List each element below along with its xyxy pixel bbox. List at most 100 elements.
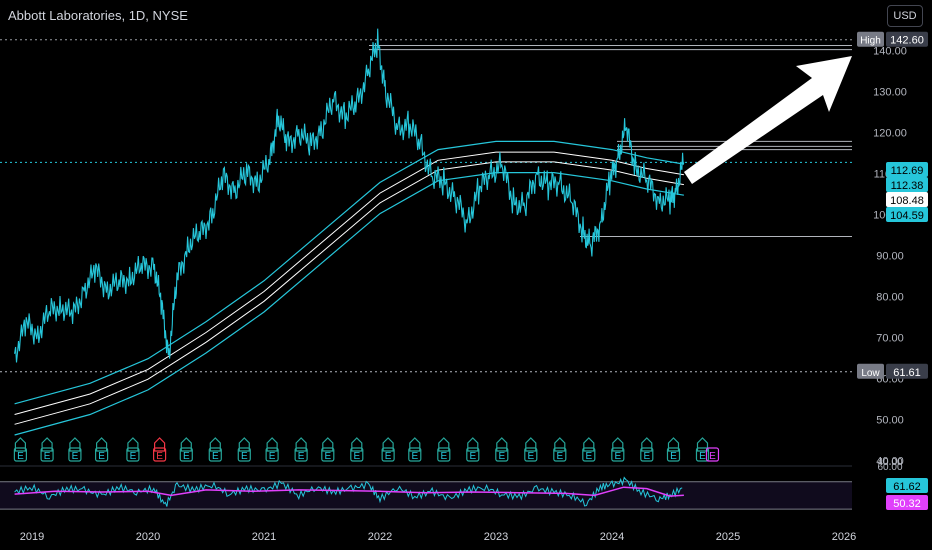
- y-tick-label: 50.00: [876, 414, 904, 426]
- earnings-marker-label: E: [527, 451, 534, 462]
- y-tick-label: 140.00: [873, 45, 907, 57]
- earnings-marker-label: E: [643, 451, 650, 462]
- earnings-marker-top: [69, 437, 81, 452]
- earnings-marker: [495, 447, 509, 462]
- earnings-marker-top: [266, 437, 278, 452]
- x-tick-label: 2025: [716, 531, 740, 543]
- earnings-marker-label: E: [498, 451, 505, 462]
- earnings-marker: [265, 447, 279, 462]
- earnings-marker-label: E: [156, 451, 163, 462]
- price-label: 112.69: [891, 165, 924, 177]
- x-tick-label: 2023: [484, 531, 508, 543]
- earnings-marker-next: [705, 447, 720, 462]
- level-value-bg: [886, 31, 928, 47]
- earnings-marker-top: [583, 437, 595, 452]
- earnings-marker: [695, 447, 710, 462]
- earnings-marker-top: [467, 437, 479, 452]
- earnings-marker-top: [382, 437, 394, 452]
- earnings-marker-top: [438, 437, 450, 452]
- earnings-marker-top: [41, 437, 53, 452]
- level-tag-bg: [857, 31, 884, 47]
- y-tick-label: 80.00: [876, 291, 904, 303]
- earnings-marker-label: E: [469, 451, 476, 462]
- earnings-marker: [553, 447, 567, 462]
- earnings-marker: [208, 447, 222, 462]
- earnings-marker-top: [238, 437, 250, 452]
- y-tick-label: 130.00: [873, 86, 907, 98]
- earnings-marker-top: [96, 437, 108, 452]
- annotation-arrow: [684, 56, 852, 184]
- earnings-marker-label: E: [411, 451, 418, 462]
- earnings-marker: [94, 447, 109, 462]
- price-label: 108.48: [890, 195, 924, 207]
- ma-center-line-a: [14, 151, 684, 415]
- earnings-marker-label: E: [98, 451, 105, 462]
- earnings-marker-label: E: [183, 451, 190, 462]
- x-tick-label: 2022: [368, 531, 392, 543]
- earnings-marker: [68, 447, 82, 462]
- earnings-marker-label: E: [440, 451, 447, 462]
- earnings-marker-label-next: E: [709, 451, 716, 462]
- earnings-marker: [350, 447, 364, 462]
- earnings-marker: [126, 447, 140, 462]
- rsi-ma-line: [14, 486, 684, 497]
- earnings-marker: [40, 447, 54, 462]
- chart-title: Abbott Laboratories, 1D, NYSE: [8, 8, 188, 23]
- price-line: [14, 28, 685, 363]
- currency-button[interactable]: USD: [887, 5, 923, 27]
- earnings-marker-label: E: [130, 451, 137, 462]
- x-tick-label: 2026: [832, 531, 856, 543]
- rsi-tick-label: 60.00: [877, 462, 902, 473]
- earnings-marker-label: E: [44, 451, 51, 462]
- earnings-marker: [294, 447, 308, 462]
- earnings-marker-top: [496, 437, 508, 452]
- price-label-bg: [886, 207, 928, 222]
- earnings-marker-top: [554, 437, 566, 452]
- earnings-marker-label: E: [324, 451, 331, 462]
- y-tick-label: 40.00: [876, 455, 904, 467]
- level-value-label: 142.60: [890, 35, 924, 47]
- earnings-marker-top: [322, 437, 334, 452]
- rsi-label-bg: [886, 478, 928, 493]
- x-tick-label: 2024: [600, 531, 624, 543]
- earnings-marker: [321, 447, 335, 462]
- earnings-marker: [666, 447, 681, 462]
- y-tick-label: 70.00: [876, 332, 904, 344]
- level-tag-label: High: [860, 36, 881, 47]
- rsi-label-bg: [886, 495, 928, 510]
- earnings-marker-top: [525, 437, 537, 452]
- earnings-marker: [582, 447, 596, 462]
- earnings-marker: [179, 447, 193, 462]
- price-label-bg: [886, 177, 928, 192]
- earnings-marker-label: E: [241, 451, 248, 462]
- earnings-marker-label: E: [298, 451, 305, 462]
- earnings-marker-top: [696, 437, 709, 452]
- x-tick-label: 2021: [252, 531, 276, 543]
- price-label-bg: [886, 192, 928, 207]
- earnings-marker: [153, 447, 167, 462]
- ma-upper-band: [14, 140, 685, 405]
- y-tick-label: 90.00: [876, 250, 904, 262]
- earnings-marker-top: [667, 437, 680, 452]
- level-value-label: 61.61: [893, 367, 921, 379]
- x-tick-label: 2019: [20, 531, 44, 543]
- earnings-marker-top: [351, 437, 363, 452]
- earnings-marker: [437, 447, 451, 462]
- earnings-marker-label: E: [17, 451, 24, 462]
- y-tick-label: 120.00: [873, 127, 907, 139]
- earnings-marker-label: E: [585, 451, 592, 462]
- rsi-tick-label: 40.00: [877, 457, 902, 468]
- earnings-marker: [408, 447, 422, 462]
- earnings-marker-label: E: [699, 451, 706, 462]
- earnings-marker-label: E: [670, 451, 677, 462]
- earnings-marker: [381, 447, 395, 462]
- earnings-marker: [237, 447, 251, 462]
- level-tag-label: Low: [861, 368, 880, 379]
- earnings-marker: [13, 447, 27, 462]
- earnings-marker-label: E: [385, 451, 392, 462]
- earnings-marker-label: E: [614, 451, 621, 462]
- earnings-marker-label: E: [269, 451, 276, 462]
- price-label-bg: [886, 162, 928, 177]
